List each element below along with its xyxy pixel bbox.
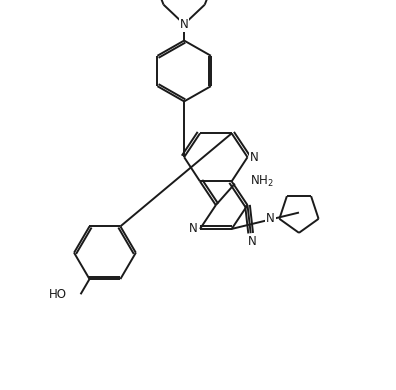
Text: N: N <box>248 235 257 248</box>
Text: N: N <box>180 18 188 31</box>
Text: N: N <box>266 212 275 225</box>
Text: HO: HO <box>49 288 67 301</box>
Text: NH$_2$: NH$_2$ <box>250 174 274 189</box>
Text: N: N <box>188 222 197 236</box>
Text: N: N <box>250 151 259 164</box>
